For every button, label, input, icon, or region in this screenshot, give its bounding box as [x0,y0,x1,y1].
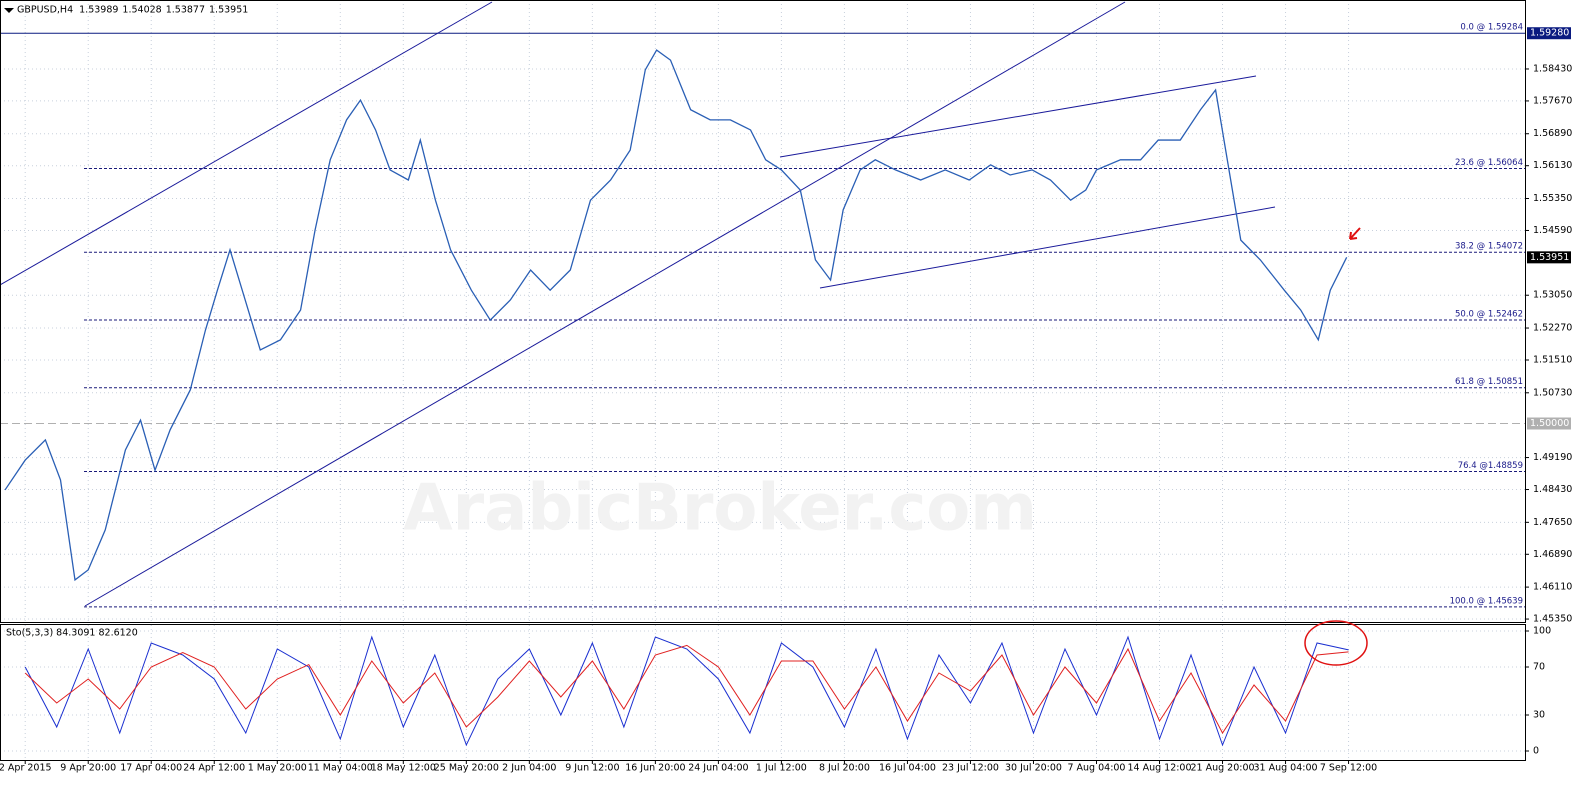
x-tick-label: 21 Aug 20:00 [1190,763,1254,774]
y-tick-label: 1.56890 [1533,128,1572,139]
x-tick-label: 16 Jun 20:00 [625,763,685,774]
price-box [1527,417,1571,430]
indicator-frame [0,624,1526,761]
y-tick-label: 1.47650 [1533,517,1572,528]
quote-value: 1.53989 [79,5,118,16]
trend-line [84,1,1126,607]
price-box [1527,27,1571,40]
x-tick-label: 30 Jul 20:00 [1005,763,1062,774]
header-icon [4,8,14,13]
main-frame [0,0,1526,623]
y-tick-label: 1.53050 [1533,290,1572,301]
y-tick-label: 1.54590 [1533,225,1572,236]
x-tick-label: 31 Aug 04:00 [1254,763,1318,774]
price-box-label: 1.59280 [1530,28,1569,39]
y-tick-label: 1.51510 [1533,354,1572,365]
fib-level-label: 76.4 @1.48859 [1458,461,1523,471]
indicator-tick-label: 100 [1533,626,1551,637]
x-tick-label: 25 May 20:00 [434,763,499,774]
circle-annotation [1304,620,1368,666]
quote-value: 1.53951 [209,5,248,16]
fib-level-label: 0.0 @ 1.59284 [1460,23,1523,33]
fib-level-label: 50.0 @ 1.52462 [1455,309,1523,319]
symbol-title: GBPUSD,H4 [17,5,73,16]
indicator-tick-label: 0 [1533,746,1539,757]
x-tick-label: 24 Apr 12:00 [183,763,245,774]
y-tick-label: 1.49190 [1533,452,1572,463]
x-tick-label: 1 May 20:00 [248,763,307,774]
trend-line [0,1,493,286]
x-tick-label: 17 Apr 04:00 [120,763,182,774]
indicator-tick-label: 30 [1533,710,1545,721]
price-box-label: 1.50000 [1530,418,1569,429]
price-box [1527,251,1571,264]
x-tick-label: 7 Aug 04:00 [1067,763,1125,774]
y-tick-label: 1.52270 [1533,323,1572,334]
y-tick-label: 1.46890 [1533,549,1572,560]
stochastic-line [24,644,1349,734]
quote-value: 1.53877 [166,5,205,16]
quote-value: 1.54028 [122,5,161,16]
fib-level-label: 23.6 @ 1.56064 [1455,158,1523,168]
trend-line [779,75,1257,158]
y-tick-label: 1.55350 [1533,193,1572,204]
x-tick-label: 8 Jul 20:00 [819,763,870,774]
y-tick-label: 1.48430 [1533,484,1572,495]
x-tick-label: 2 Jun 04:00 [502,763,556,774]
x-tick-label: 14 Aug 12:00 [1127,763,1191,774]
x-tick-label: 2 Apr 2015 [0,763,52,774]
fib-level-label: 38.2 @ 1.54072 [1455,242,1523,252]
price-line [4,49,1348,582]
x-tick-label: 18 May 12:00 [371,763,436,774]
x-tick-label: 9 Jun 12:00 [565,763,619,774]
price-box-label: 1.53951 [1530,252,1569,263]
watermark: ArabicBroker.com [403,472,1037,546]
indicator-title: Sto(5,3,3) 84.3091 82.6120 [6,628,138,639]
arrow-annotation [1349,227,1361,240]
y-tick-label: 1.58430 [1533,63,1572,74]
indicator-tick-label: 70 [1533,662,1545,673]
x-tick-label: 24 Jun 04:00 [688,763,748,774]
x-tick-label: 11 May 04:00 [308,763,373,774]
x-tick-label: 7 Sep 12:00 [1320,763,1377,774]
x-tick-label: 23 Jul 12:00 [942,763,999,774]
trend-lines [0,1,1276,607]
y-tick-label: 1.50730 [1533,387,1572,398]
y-tick-label: 1.57670 [1533,95,1572,106]
y-tick-label: 1.56130 [1533,160,1572,171]
stochastic-line [24,635,1349,747]
y-tick-label: 1.45350 [1533,614,1572,625]
fib-level-label: 100.0 @ 1.45639 [1450,596,1523,606]
x-tick-label: 16 Jul 04:00 [879,763,936,774]
x-tick-label: 1 Jul 12:00 [756,763,807,774]
y-tick-label: 1.46110 [1533,582,1572,593]
x-tick-label: 9 Apr 20:00 [60,763,116,774]
trend-line [819,206,1276,289]
fib-level-label: 61.8 @ 1.50851 [1455,377,1523,387]
